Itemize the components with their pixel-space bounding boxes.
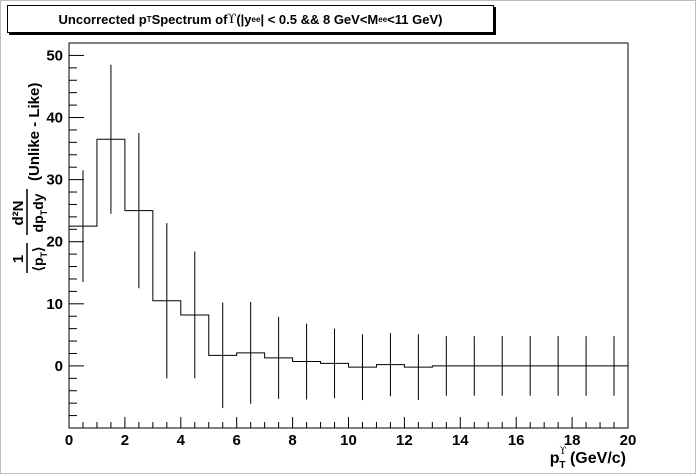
title-cut-mid: | < 0.5 && 8 GeV<M (260, 11, 379, 27)
x-tick-label: 10 (340, 432, 357, 449)
title-mid: Spectrum of (151, 11, 228, 27)
x-tick-label: 2 (121, 432, 129, 449)
y-label-numerator: d²N (10, 201, 27, 226)
title-cut-close: <11 GeV) (387, 11, 443, 27)
title-upsilon: ϒ (227, 11, 237, 27)
y-label-prefactor-denominator: ⟨pT⟩ (30, 247, 49, 272)
x-label-main: p (550, 450, 560, 467)
title-cut-subscript-2: ee (378, 14, 388, 24)
x-tick-label: 16 (508, 432, 525, 449)
histogram-line (69, 138, 628, 368)
title-prefix-subscript: T (146, 14, 152, 24)
x-tick-label: 8 (288, 432, 296, 449)
title-cut-subscript-1: ee (251, 14, 261, 24)
x-label-subscript: T (559, 460, 565, 471)
title-cut-open: (|y (236, 11, 252, 27)
x-tick-label: 6 (233, 432, 241, 449)
y-tick-label: 40 (46, 110, 63, 127)
x-tick-label: 4 (177, 432, 186, 449)
y-tick-label: 50 (46, 47, 63, 64)
y-label-suffix: (Unlike - Like) (26, 83, 43, 181)
error-bars (82, 64, 615, 409)
y-axis-label: 1 ⟨pT⟩ d²N dpTdy (Unlike - Like) (10, 83, 49, 273)
x-axis-ticks: 0 2 4 6 8 10 12 14 16 18 20 (65, 417, 637, 449)
histogram-series (69, 138, 628, 368)
x-tick-label: 14 (452, 432, 469, 449)
x-label-unit: (GeV/c) (566, 450, 626, 467)
y-tick-label: 30 (46, 172, 63, 189)
y-axis-ticks: 0 10 20 30 40 50 (46, 42, 84, 429)
y-label-denominator: dpTdy (30, 193, 49, 232)
x-label-superscript: ϒ (560, 446, 567, 457)
title-prefix: Uncorrected p (58, 11, 147, 27)
y-tick-label: 10 (46, 296, 63, 313)
y-tick-label: 0 (55, 358, 63, 375)
x-tick-label: 18 (564, 432, 581, 449)
x-axis-label: pϒ T (GeV/c) (550, 446, 626, 471)
x-tick-label: 12 (396, 432, 413, 449)
x-tick-label: 0 (65, 432, 73, 449)
x-tick-label: 20 (620, 432, 637, 449)
y-label-prefactor-numerator: 1 (10, 255, 27, 263)
y-tick-label: 20 (46, 234, 63, 251)
